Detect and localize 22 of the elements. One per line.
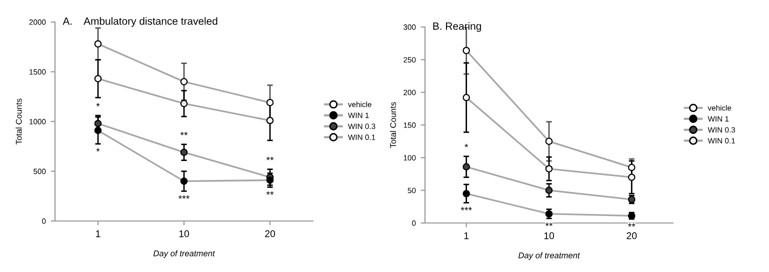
annotation: ** bbox=[545, 222, 553, 226]
x-tick-label: 20 bbox=[265, 230, 276, 238]
annotation: *** bbox=[460, 206, 472, 210]
x-tick-label: 20 bbox=[626, 232, 637, 240]
x-tick-label: 10 bbox=[544, 232, 554, 240]
x-axis-title: Day of treatment bbox=[153, 250, 216, 258]
annotation: * bbox=[464, 144, 468, 148]
x-axis-title: Day of treatment bbox=[518, 252, 580, 260]
annotation: ** bbox=[628, 223, 636, 227]
annotation: ** bbox=[266, 156, 274, 160]
chart-title: A. Ambulatory distance traveled bbox=[62, 17, 218, 27]
chart-title: B. Rearing bbox=[433, 22, 481, 32]
y-axis-title: Total Counts bbox=[16, 98, 22, 144]
x-tick-label: 10 bbox=[179, 230, 190, 238]
x-tick-label: 1 bbox=[96, 230, 100, 238]
x-tick-label: 1 bbox=[464, 232, 469, 240]
annotation: ** bbox=[180, 132, 188, 136]
annotation: *** bbox=[178, 195, 190, 199]
y-axis-title: Total Counts bbox=[390, 102, 396, 148]
annotation: * bbox=[96, 103, 100, 106]
annotation: ** bbox=[266, 191, 274, 195]
annotation: * bbox=[96, 148, 100, 152]
